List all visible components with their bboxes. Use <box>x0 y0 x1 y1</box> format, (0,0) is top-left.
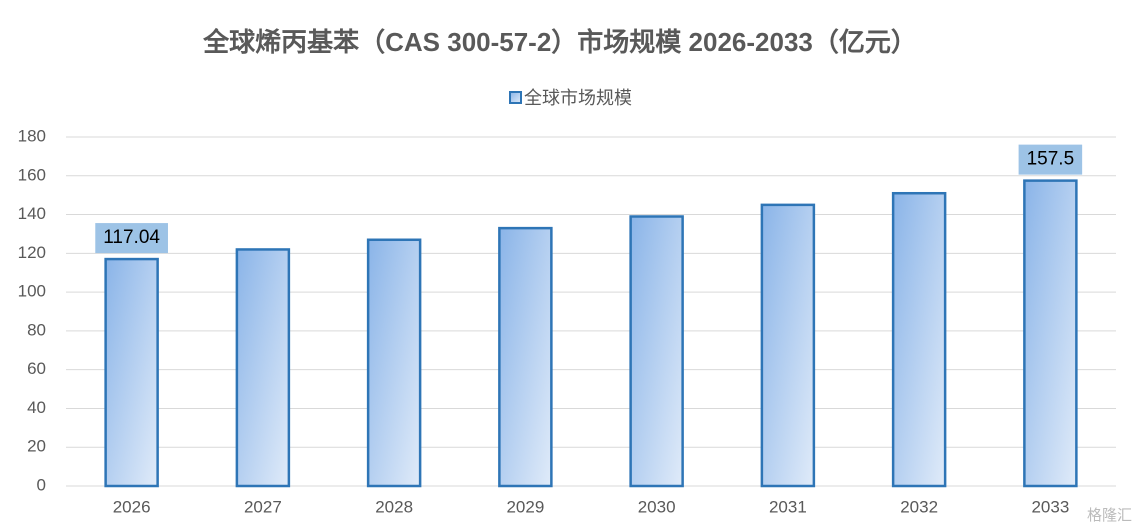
bar <box>235 248 291 488</box>
data-label-bg <box>95 223 168 254</box>
y-tick-label: 100 <box>18 282 46 301</box>
x-tick-label: 2033 <box>1031 497 1069 516</box>
bar <box>760 203 816 488</box>
y-tick-label: 20 <box>27 437 46 456</box>
y-tick-label: 60 <box>27 359 46 378</box>
y-tick-label: 140 <box>18 204 46 223</box>
x-tick-label: 2026 <box>113 497 151 516</box>
bar <box>629 215 684 488</box>
y-tick-label: 80 <box>27 320 46 339</box>
y-tick-label: 180 <box>18 126 46 145</box>
x-tick-label: 2028 <box>375 497 413 516</box>
y-tick-label: 120 <box>18 243 46 262</box>
bar <box>104 257 159 488</box>
bar <box>891 191 947 488</box>
chart-title: 全球烯丙基苯（CAS 300-57-2）市场规模 2026-2033（亿元） <box>202 27 917 57</box>
bar <box>366 238 422 488</box>
x-tick-label: 2031 <box>769 497 807 516</box>
x-tick-label: 2030 <box>638 497 676 516</box>
y-tick-label: 160 <box>18 165 46 184</box>
data-label: 117.04 <box>103 227 160 248</box>
y-tick-label: 40 <box>27 398 46 417</box>
data-label: 157.5 <box>1027 149 1075 170</box>
bar <box>498 226 553 488</box>
bar <box>1023 179 1078 488</box>
watermark: 格隆汇 <box>1087 507 1132 524</box>
x-tick-label: 2029 <box>506 497 544 516</box>
data-label-bg <box>1018 144 1083 175</box>
x-tick-label: 2027 <box>244 497 282 516</box>
legend-label: 全球市场规模 <box>524 88 632 108</box>
legend-swatch <box>509 91 522 104</box>
x-tick-label: 2032 <box>900 497 938 516</box>
y-tick-label: 0 <box>37 475 46 494</box>
